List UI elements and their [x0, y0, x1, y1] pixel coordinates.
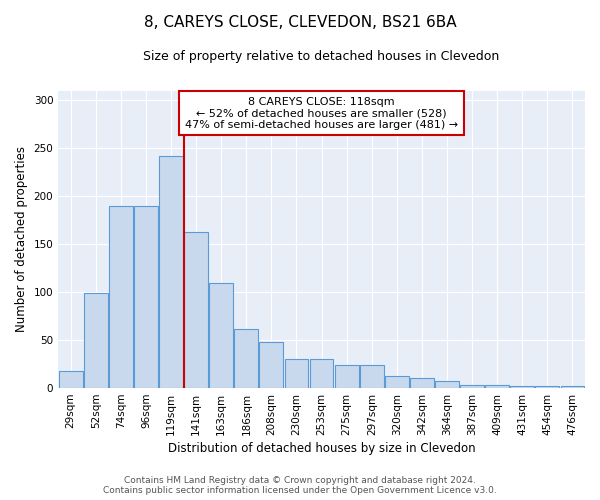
Bar	[535, 386, 559, 388]
Bar	[485, 385, 509, 388]
Bar	[259, 342, 283, 388]
Bar	[410, 378, 434, 388]
Bar	[460, 385, 484, 388]
Bar	[235, 328, 258, 388]
Bar	[284, 360, 308, 388]
Bar	[385, 376, 409, 388]
Title: Size of property relative to detached houses in Clevedon: Size of property relative to detached ho…	[143, 50, 500, 63]
Bar	[84, 293, 108, 388]
Bar	[134, 206, 158, 388]
Bar	[435, 382, 459, 388]
Text: Contains HM Land Registry data © Crown copyright and database right 2024.
Contai: Contains HM Land Registry data © Crown c…	[103, 476, 497, 495]
Bar	[360, 365, 383, 388]
Bar	[511, 386, 534, 388]
Bar	[59, 371, 83, 388]
Y-axis label: Number of detached properties: Number of detached properties	[15, 146, 28, 332]
Text: 8 CAREYS CLOSE: 118sqm
← 52% of detached houses are smaller (528)
47% of semi-de: 8 CAREYS CLOSE: 118sqm ← 52% of detached…	[185, 96, 458, 130]
Bar	[109, 206, 133, 388]
Bar	[184, 232, 208, 388]
X-axis label: Distribution of detached houses by size in Clevedon: Distribution of detached houses by size …	[168, 442, 475, 455]
Bar	[560, 386, 584, 388]
Bar	[335, 365, 359, 388]
Bar	[310, 360, 334, 388]
Bar	[159, 156, 183, 388]
Text: 8, CAREYS CLOSE, CLEVEDON, BS21 6BA: 8, CAREYS CLOSE, CLEVEDON, BS21 6BA	[143, 15, 457, 30]
Bar	[209, 284, 233, 388]
